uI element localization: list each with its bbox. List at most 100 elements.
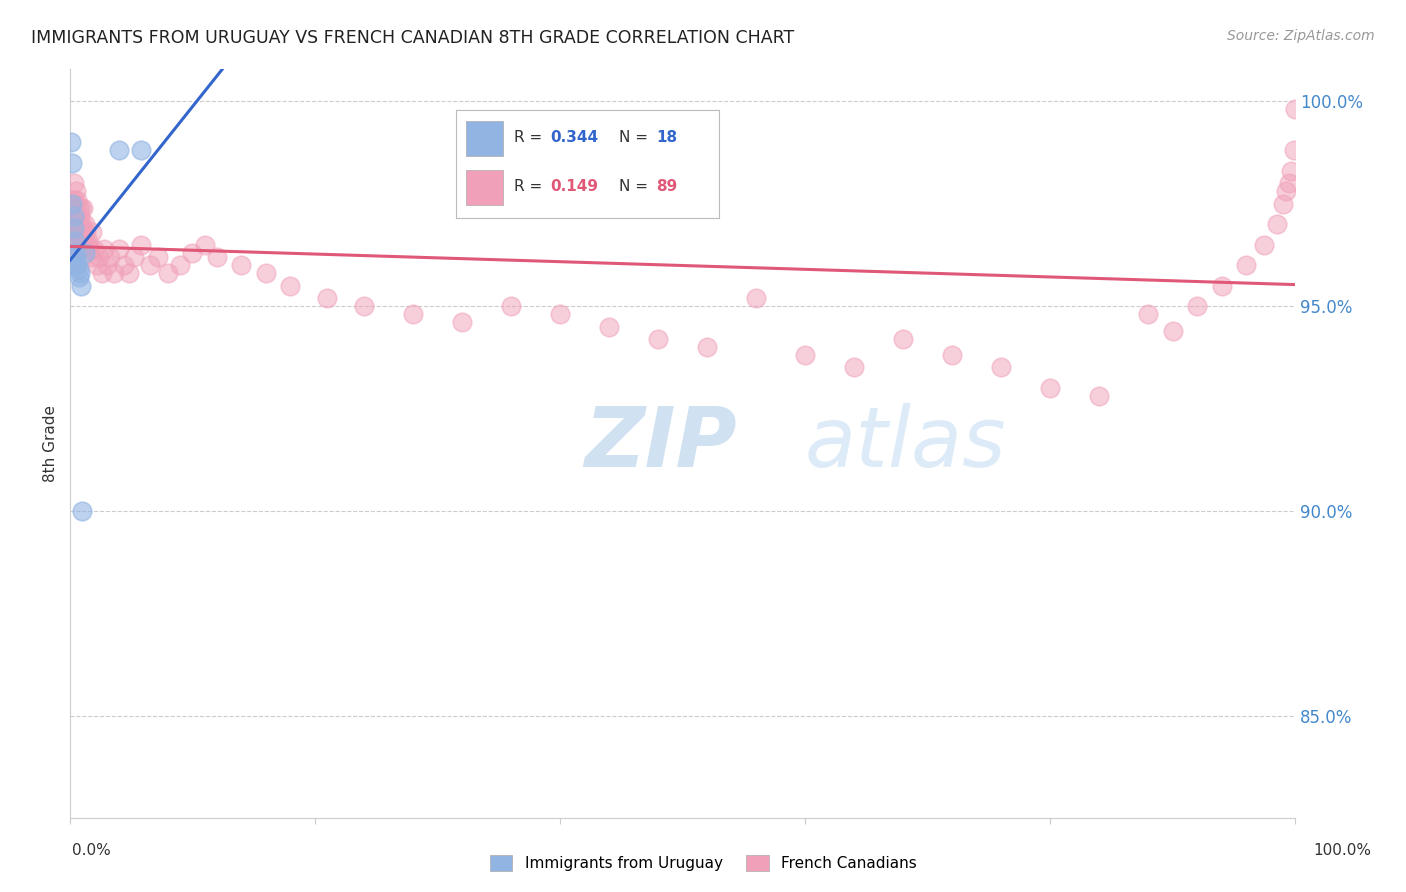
Point: [60, 217, 83, 231]
Point: [842, 360, 865, 375]
Point: [69, 242, 91, 256]
Point: [794, 348, 817, 362]
Point: [98, 250, 121, 264]
Point: [65, 258, 87, 272]
Point: [65, 225, 87, 239]
Point: [69, 225, 91, 239]
Point: [118, 266, 141, 280]
Point: [205, 250, 228, 264]
Text: 0.0%: 0.0%: [72, 843, 111, 858]
Point: [60, 196, 83, 211]
Point: [129, 144, 152, 158]
Point: [156, 266, 179, 280]
Point: [79, 242, 101, 256]
Point: [1284, 103, 1306, 117]
Point: [254, 266, 277, 280]
Point: [70, 234, 93, 248]
Point: [1234, 258, 1257, 272]
Point: [63, 234, 86, 248]
Point: [93, 242, 115, 256]
Point: [62, 209, 84, 223]
Point: [66, 225, 89, 239]
Legend: Immigrants from Uruguay, French Canadians: Immigrants from Uruguay, French Canadian…: [484, 849, 922, 877]
Point: [90, 266, 112, 280]
Point: [122, 250, 145, 264]
Point: [70, 504, 93, 518]
Point: [60, 155, 83, 169]
Point: [67, 217, 90, 231]
Point: [62, 193, 84, 207]
Point: [598, 319, 620, 334]
Point: [1282, 144, 1305, 158]
Point: [70, 221, 93, 235]
Point: [647, 332, 669, 346]
Point: [67, 201, 90, 215]
Point: [73, 234, 96, 248]
Point: [169, 258, 191, 272]
Point: [65, 185, 87, 199]
Text: ZIP: ZIP: [585, 402, 737, 483]
Text: IMMIGRANTS FROM URUGUAY VS FRENCH CANADIAN 8TH GRADE CORRELATION CHART: IMMIGRANTS FROM URUGUAY VS FRENCH CANADI…: [31, 29, 794, 46]
Point: [1271, 196, 1294, 211]
Point: [990, 360, 1012, 375]
Point: [108, 144, 131, 158]
Point: [745, 291, 768, 305]
Point: [86, 258, 108, 272]
Point: [60, 193, 83, 207]
Y-axis label: 8th Grade: 8th Grade: [44, 405, 58, 482]
Text: atlas: atlas: [806, 402, 1007, 483]
Point: [1253, 237, 1275, 252]
Point: [138, 258, 160, 272]
Point: [353, 299, 375, 313]
Point: [402, 307, 425, 321]
Point: [62, 176, 84, 190]
Point: [63, 217, 86, 231]
Point: [75, 225, 97, 239]
Point: [83, 242, 105, 256]
Point: [129, 237, 152, 252]
Point: [316, 291, 339, 305]
Point: [70, 201, 93, 215]
Point: [1279, 164, 1302, 178]
Point: [65, 250, 87, 264]
Point: [108, 242, 131, 256]
Point: [62, 221, 84, 235]
Point: [941, 348, 963, 362]
Point: [66, 209, 89, 223]
Point: [181, 245, 204, 260]
Point: [60, 201, 83, 215]
Point: [1185, 299, 1208, 313]
Point: [112, 258, 135, 272]
Point: [70, 217, 93, 231]
Point: [891, 332, 914, 346]
Point: [499, 299, 522, 313]
Point: [69, 266, 91, 280]
Point: [451, 315, 474, 329]
Point: [70, 250, 93, 264]
Point: [67, 234, 90, 248]
Point: [67, 262, 90, 277]
Text: 100.0%: 100.0%: [1313, 843, 1372, 858]
Point: [1161, 324, 1184, 338]
Point: [1278, 176, 1301, 190]
Point: [1265, 217, 1288, 231]
Point: [280, 278, 302, 293]
Point: [548, 307, 571, 321]
Point: [70, 278, 93, 293]
Point: [696, 340, 718, 354]
Point: [63, 234, 86, 248]
Point: [69, 209, 91, 223]
Point: [1275, 185, 1298, 199]
Text: Source: ZipAtlas.com: Source: ZipAtlas.com: [1227, 29, 1375, 43]
Point: [80, 250, 103, 264]
Point: [66, 258, 89, 272]
Point: [1039, 381, 1062, 395]
Point: [1088, 389, 1111, 403]
Point: [1211, 278, 1233, 293]
Point: [63, 196, 86, 211]
Point: [73, 245, 96, 260]
Point: [66, 193, 89, 207]
Point: [76, 237, 98, 252]
Point: [146, 250, 169, 264]
Point: [65, 204, 87, 219]
